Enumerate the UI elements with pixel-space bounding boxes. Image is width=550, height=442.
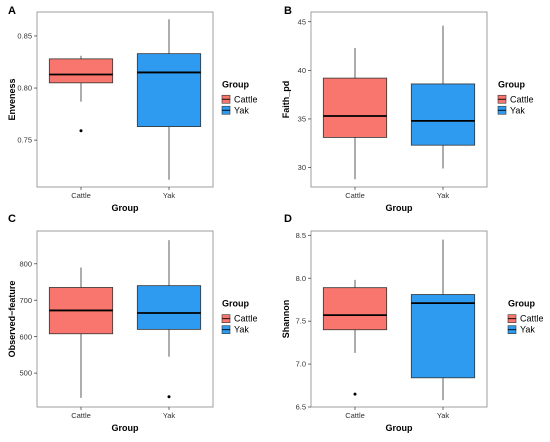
- box-body: [322, 287, 388, 331]
- legend-label-cattle: Cattle: [520, 314, 544, 324]
- x-axis-title: Group: [112, 423, 139, 433]
- y-tick-label: 6.5: [296, 403, 306, 412]
- box-body: [322, 77, 388, 138]
- y-tick-label: 800: [19, 259, 32, 268]
- box-cattle: [48, 55, 114, 133]
- box-body: [410, 83, 476, 146]
- box-cattle: [322, 279, 388, 396]
- y-tick-label: 8.5: [296, 231, 306, 240]
- box-body: [410, 294, 476, 379]
- y-tick-label: 7.5: [296, 317, 306, 326]
- y-tick-label: 700: [19, 296, 32, 305]
- y-tick-label: 0.75: [17, 136, 32, 145]
- x-axis-title: Group: [386, 203, 413, 213]
- box-yak: [410, 25, 476, 169]
- legend-label-yak: Yak: [234, 105, 249, 115]
- legend-label-cattle: Cattle: [234, 314, 258, 324]
- x-tick-label: Yak: [437, 411, 450, 420]
- legend-label-yak: Yak: [520, 325, 535, 335]
- legend-title: Group: [222, 79, 249, 89]
- legend-title: Group: [498, 79, 525, 89]
- box-cattle: [322, 47, 388, 180]
- box-yak: [410, 239, 476, 401]
- x-axis-title: Group: [112, 203, 139, 213]
- box-body: [136, 285, 202, 330]
- legend-title: Group: [222, 299, 249, 309]
- x-tick-label: Cattle: [345, 191, 365, 200]
- outlier-point: [79, 129, 83, 133]
- y-tick-label: 500: [19, 369, 32, 378]
- panel-letter: C: [8, 213, 16, 225]
- legend-label-yak: Yak: [510, 105, 525, 115]
- y-tick-label: 0.85: [17, 32, 32, 41]
- y-tick-label: 7.0: [296, 360, 306, 369]
- box-body: [136, 53, 202, 127]
- y-tick-label: 0.80: [17, 84, 32, 93]
- legend-label-yak: Yak: [234, 325, 249, 335]
- y-tick-label: 30: [298, 163, 306, 172]
- y-tick-label: 35: [298, 115, 306, 124]
- box-yak: [136, 19, 202, 180]
- y-axis-title: Observed−feature: [7, 281, 17, 358]
- outlier-point: [167, 395, 171, 399]
- legend-title: Group: [508, 299, 535, 309]
- x-tick-label: Cattle: [71, 411, 91, 420]
- y-tick-label: 8.0: [296, 274, 306, 283]
- x-tick-label: Yak: [163, 411, 176, 420]
- y-axis-title: Shannon: [281, 300, 291, 339]
- box-body: [48, 58, 114, 84]
- x-tick-label: Yak: [437, 191, 450, 200]
- box-cattle: [48, 267, 114, 398]
- y-axis-title: Faith_pd: [281, 81, 291, 119]
- x-tick-label: Cattle: [345, 411, 365, 420]
- panel-letter: D: [284, 213, 292, 225]
- y-tick-label: 40: [298, 66, 306, 75]
- legend-label-cattle: Cattle: [510, 94, 534, 104]
- x-tick-label: Cattle: [71, 191, 91, 200]
- y-axis-title: Enveness: [7, 78, 17, 120]
- panel-letter: B: [284, 5, 292, 17]
- x-axis-title: Group: [386, 423, 413, 433]
- y-tick-label: 45: [298, 17, 306, 26]
- panel-letter: A: [8, 5, 16, 17]
- outlier-point: [353, 392, 357, 396]
- legend-label-cattle: Cattle: [234, 94, 258, 104]
- y-tick-label: 600: [19, 332, 32, 341]
- box-yak: [136, 240, 202, 399]
- x-tick-label: Yak: [163, 191, 176, 200]
